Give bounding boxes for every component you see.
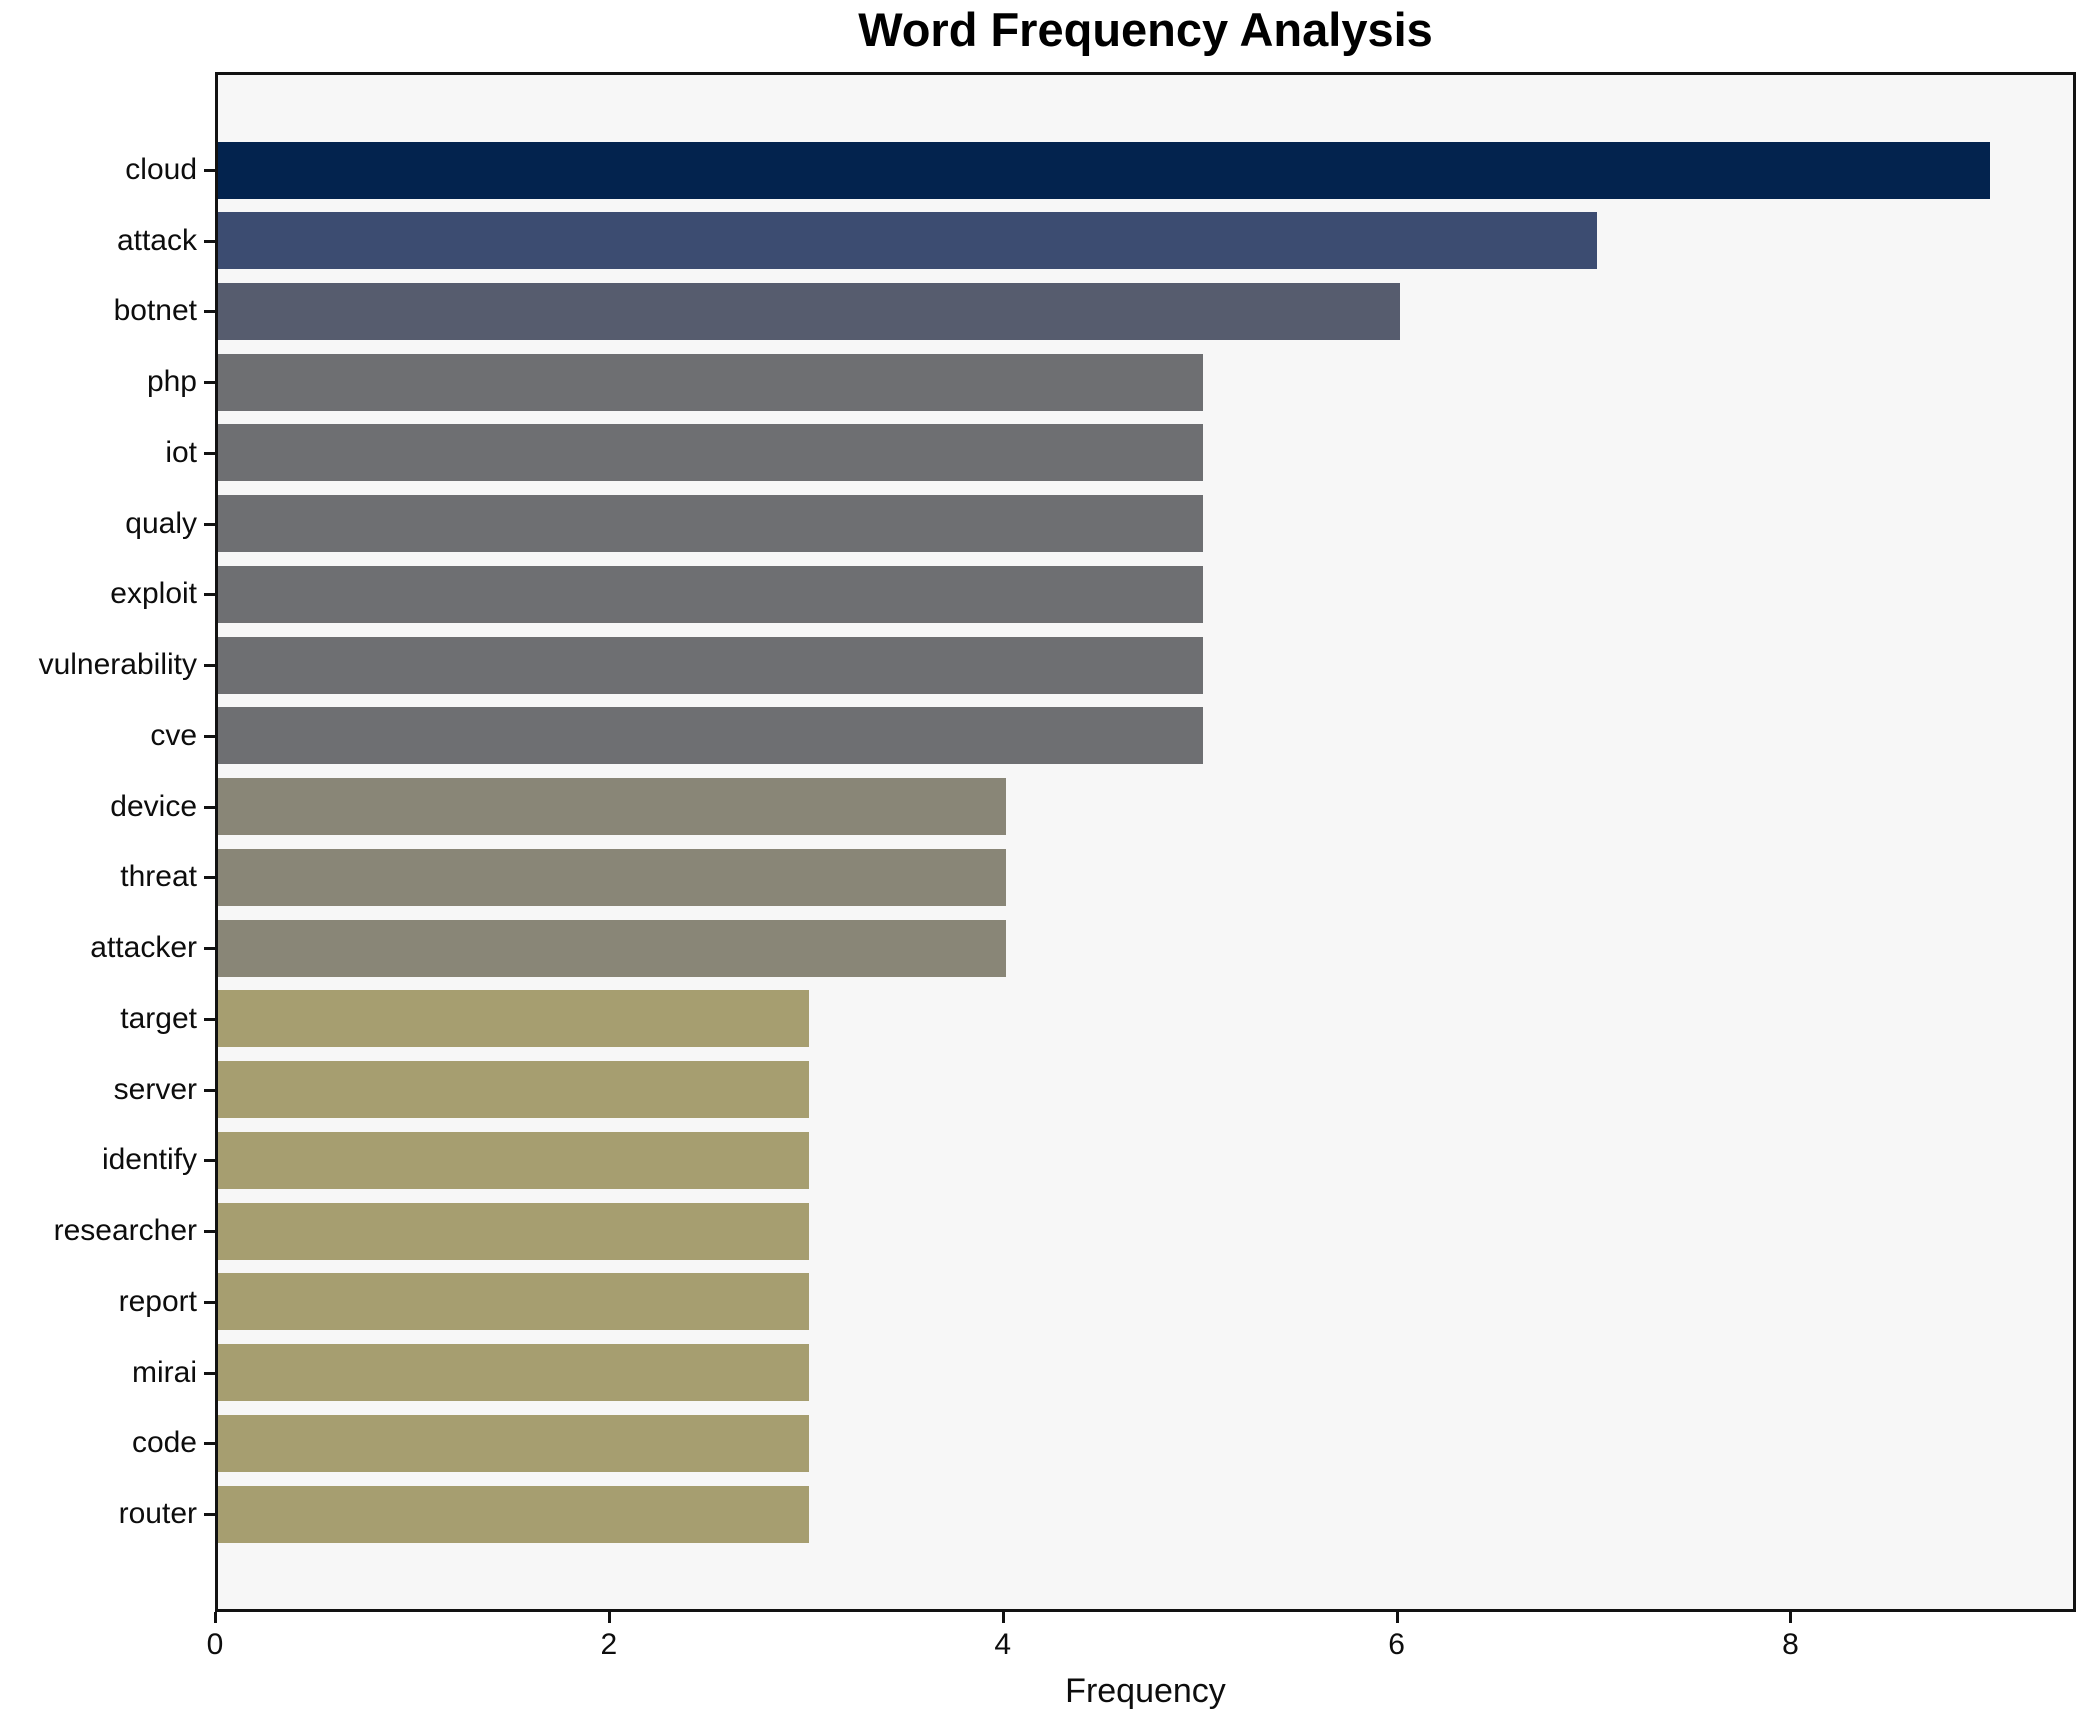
x-tick-label-8: 8	[1782, 1628, 1799, 1661]
bar-exploit	[218, 565, 1203, 623]
y-tick-label-cloud: cloud	[125, 153, 197, 186]
y-tick-label-identify: identify	[101, 1143, 197, 1177]
y-tick-mark	[204, 1017, 215, 1021]
bar-qualy	[218, 495, 1203, 553]
bar-threat	[218, 848, 1006, 906]
bar-researcher	[218, 1202, 809, 1260]
y-tick-mark	[204, 522, 215, 526]
y-tick-label-server: server	[113, 1072, 197, 1106]
bar-code	[218, 1414, 809, 1472]
y-tick-mark	[204, 664, 215, 668]
bar-php	[218, 353, 1203, 411]
y-tick-label-php: php	[146, 365, 197, 399]
y-tick-label-vulnerability: vulnerability	[38, 648, 197, 682]
y-tick-mark	[204, 593, 215, 597]
y-tick-mark	[204, 876, 215, 880]
y-tick-mark	[204, 1088, 215, 1092]
x-axis-label: Frequency	[1065, 1672, 1226, 1710]
x-tick-label-6: 6	[1388, 1628, 1405, 1661]
y-tick-label-target: target	[120, 1001, 197, 1035]
bar-cve	[218, 707, 1203, 765]
y-tick-label-report: report	[118, 1284, 197, 1318]
y-tick-label-mirai: mirai	[132, 1355, 197, 1389]
x-tick-label-4: 4	[994, 1628, 1012, 1661]
y-tick-label-qualy: qualy	[125, 506, 197, 540]
bar-device	[218, 778, 1006, 836]
bar-mirai	[218, 1344, 809, 1402]
bar-router	[218, 1485, 809, 1543]
bar-identify	[218, 1131, 809, 1189]
y-tick-mark	[204, 1371, 215, 1375]
y-tick-mark	[204, 1300, 215, 1304]
y-tick-label-botnet: botnet	[113, 294, 197, 328]
plot-area	[215, 72, 2076, 1612]
y-tick-label-code: code	[131, 1426, 197, 1460]
y-tick-label-attacker: attacker	[90, 931, 197, 965]
x-tick-label-2: 2	[600, 1628, 618, 1661]
y-tick-label-exploit: exploit	[110, 577, 197, 611]
bar-vulnerability	[218, 636, 1203, 694]
x-tick-mark	[607, 1612, 611, 1623]
bar-botnet	[218, 282, 1400, 340]
bar-report	[218, 1273, 809, 1331]
bar-cloud	[218, 141, 1991, 199]
bar-server	[218, 1061, 809, 1119]
y-tick-mark	[204, 381, 215, 385]
x-tick-mark	[1789, 1612, 1793, 1623]
y-tick-label-attack: attack	[116, 223, 197, 257]
y-tick-label-iot: iot	[165, 435, 197, 469]
x-tick-mark	[1395, 1612, 1399, 1623]
y-tick-mark	[204, 734, 215, 738]
y-tick-mark	[204, 805, 215, 809]
chart-title: Word Frequency Analysis	[858, 3, 1433, 56]
y-tick-mark	[204, 1513, 215, 1516]
x-tick-label-0: 0	[206, 1628, 224, 1661]
y-tick-mark	[204, 1230, 215, 1234]
x-tick-mark	[1001, 1612, 1005, 1623]
x-tick-mark	[214, 1612, 217, 1623]
y-tick-mark	[204, 1159, 215, 1163]
y-tick-mark	[204, 1442, 215, 1446]
y-tick-mark	[204, 169, 215, 172]
y-tick-label-cve: cve	[150, 718, 197, 752]
bar-attack	[218, 212, 1597, 270]
y-tick-mark	[204, 310, 215, 314]
y-tick-mark	[204, 239, 215, 243]
y-tick-mark	[204, 451, 215, 455]
y-tick-label-device: device	[110, 789, 197, 823]
y-tick-label-threat: threat	[120, 860, 197, 894]
y-tick-mark	[204, 947, 215, 951]
y-tick-label-router: router	[118, 1497, 197, 1530]
bar-attacker	[218, 919, 1006, 977]
bar-target	[218, 990, 809, 1048]
y-tick-label-researcher: researcher	[53, 1214, 197, 1248]
bar-iot	[218, 424, 1203, 482]
